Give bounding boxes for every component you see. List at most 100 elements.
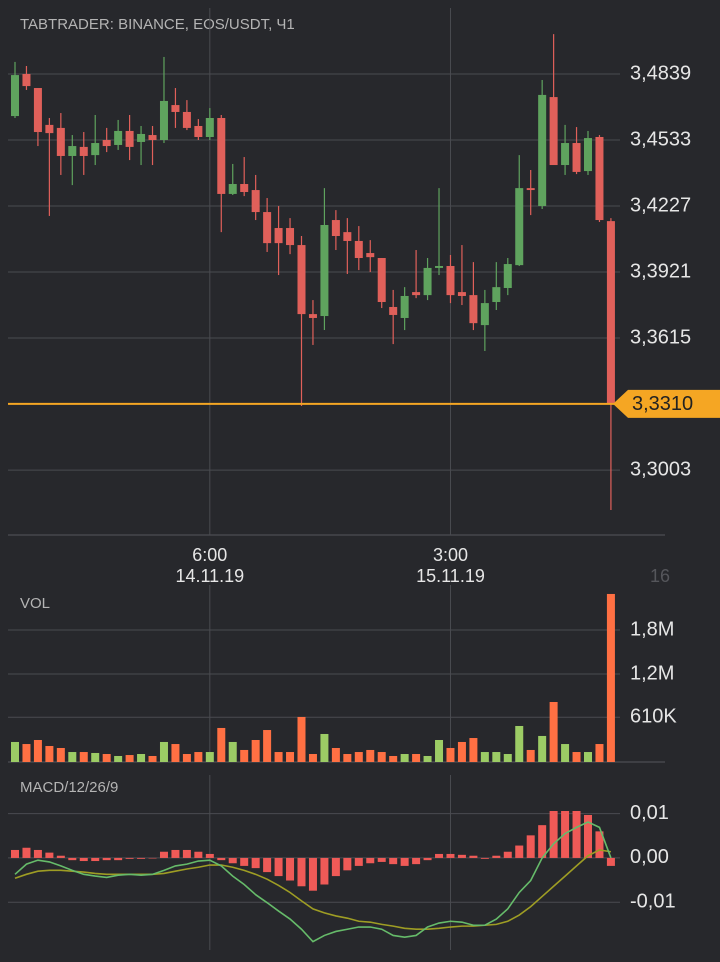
candle-body [137, 133, 146, 142]
candle-body [240, 184, 249, 192]
y-tick-label: 3,4227 [630, 194, 691, 216]
candle-body [33, 88, 42, 133]
histogram-bar [435, 853, 444, 858]
volume-bar [446, 747, 455, 762]
volume-bar [137, 754, 146, 762]
volume-bar [389, 755, 398, 762]
candle-body [549, 97, 558, 166]
candle-body [11, 75, 19, 117]
signal-line [14, 849, 612, 931]
candle-body [320, 225, 329, 317]
candle-body [297, 245, 306, 315]
histogram-bar [354, 857, 363, 866]
volume-bar [331, 747, 340, 762]
y-tick-label: 1,2M [630, 662, 674, 684]
volume-bar [194, 752, 203, 762]
volume-bar [263, 730, 272, 762]
candle-body [68, 146, 77, 156]
volume-bar [492, 752, 501, 762]
y-tick-label: 610K [630, 706, 677, 728]
volume-bar [56, 747, 65, 762]
volume-bar [68, 752, 77, 762]
volume-bar [423, 755, 432, 762]
volume-bar [205, 752, 214, 762]
candle-body [595, 136, 604, 221]
volume-bar [435, 739, 444, 762]
histogram-bar [412, 857, 421, 865]
volume-bar [11, 741, 19, 762]
candle-body [331, 220, 340, 237]
volume-bar [561, 744, 570, 762]
candle-body [91, 143, 100, 156]
volume-bar [538, 735, 547, 762]
last-price-tag [613, 389, 720, 418]
histogram-bar [11, 849, 19, 858]
volume-bar [286, 752, 295, 762]
volume-bar [182, 754, 191, 762]
panel-title: MACD/12/26/9 [20, 779, 118, 796]
volume-bar [240, 749, 249, 762]
histogram-bar [286, 857, 295, 881]
histogram-bar [308, 857, 317, 891]
candle-body [286, 228, 295, 246]
x-tick-label: 6:00 [192, 545, 227, 565]
candle-body [526, 188, 535, 191]
histogram-bar [446, 853, 455, 858]
histogram-bar [492, 855, 501, 858]
histogram-bar [503, 851, 512, 858]
candle-body [251, 190, 260, 213]
candle-body [79, 146, 88, 156]
macd-line [14, 821, 612, 943]
volume-bar [45, 746, 54, 762]
panel-title: VOL [20, 595, 50, 612]
candle-body [538, 94, 547, 207]
histogram-bar [263, 857, 272, 873]
histogram-bar [515, 845, 524, 858]
histogram-bar [171, 849, 180, 858]
histogram-bar [68, 857, 77, 861]
x-tick-date: 14.11.19 [175, 566, 244, 586]
volume-bar [457, 741, 466, 762]
volume-bar [377, 752, 386, 762]
volume-bar [526, 749, 535, 762]
volume-bar [297, 716, 306, 762]
volume-bar [469, 738, 478, 762]
candle-body [308, 314, 317, 318]
volume-bar [400, 754, 409, 762]
candle-body [561, 143, 570, 166]
histogram-bar [526, 835, 535, 858]
histogram-bar [480, 857, 489, 859]
candle-body [389, 306, 398, 315]
volume-bar [217, 727, 226, 762]
x-edge-label: 16 [650, 566, 670, 586]
volume-bar [148, 755, 157, 762]
histogram-bar [228, 857, 237, 864]
candle-body [469, 295, 478, 324]
volume-bar [320, 733, 329, 762]
histogram-bar [572, 810, 581, 858]
volume-bar [366, 749, 375, 762]
candle-body [171, 105, 180, 112]
candle-body [343, 232, 352, 241]
candle-body [274, 228, 283, 244]
histogram-bar [137, 857, 146, 859]
histogram-bar [251, 857, 260, 869]
histogram-bar [343, 857, 352, 871]
histogram-bar [91, 857, 100, 862]
volume-bar [595, 744, 604, 762]
histogram-bar [79, 857, 88, 862]
histogram-bar [274, 857, 283, 877]
y-tick-label: 3,3615 [630, 326, 691, 348]
volume-bar [159, 741, 168, 762]
candle-body [22, 73, 31, 87]
histogram-bar [549, 810, 558, 858]
candle-body [205, 118, 214, 137]
candle-body [102, 140, 111, 147]
candle-body [435, 265, 444, 268]
volume-bar [114, 755, 123, 762]
volume-bar [251, 739, 260, 762]
volume-bar [515, 725, 524, 762]
candle-body [572, 143, 581, 172]
candle-body [125, 130, 134, 147]
